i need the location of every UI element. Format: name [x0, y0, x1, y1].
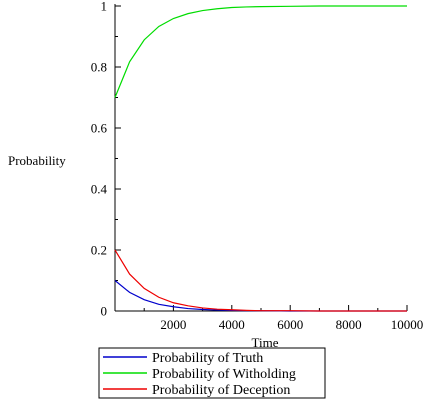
ticks: 0 0.2 0.4 0.6 0.8 1 2000 4000 6000 8000 10000 — [91, 0, 424, 332]
y-axis-title: Probability — [8, 153, 66, 168]
axes — [114, 4, 407, 312]
x-tick-label: 2000 — [160, 317, 186, 332]
legend-label: Probability of Truth — [152, 351, 263, 366]
x-tick-label: 10000 — [391, 317, 424, 332]
series-line-1 — [114, 280, 407, 312]
legend-label: Probability of Deception — [152, 383, 290, 398]
y-tick-label: 0.8 — [91, 60, 107, 75]
y-tick-label: 1 — [101, 0, 108, 14]
series-line-3 — [114, 249, 407, 312]
x-axis-title: Time — [252, 335, 279, 350]
y-tick-label: 0.2 — [91, 243, 107, 258]
x-tick-label: 8000 — [336, 317, 362, 332]
x-tick-label: 6000 — [277, 317, 303, 332]
series-line-2 — [114, 5, 407, 98]
y-tick-label: 0.6 — [91, 121, 108, 136]
legend-label: Probability of Witholding — [152, 367, 296, 382]
x-tick-label: 4000 — [219, 317, 245, 332]
y-tick-label: 0 — [101, 304, 108, 319]
y-tick-label: 0.4 — [91, 182, 108, 197]
series-lines — [114, 5, 407, 312]
